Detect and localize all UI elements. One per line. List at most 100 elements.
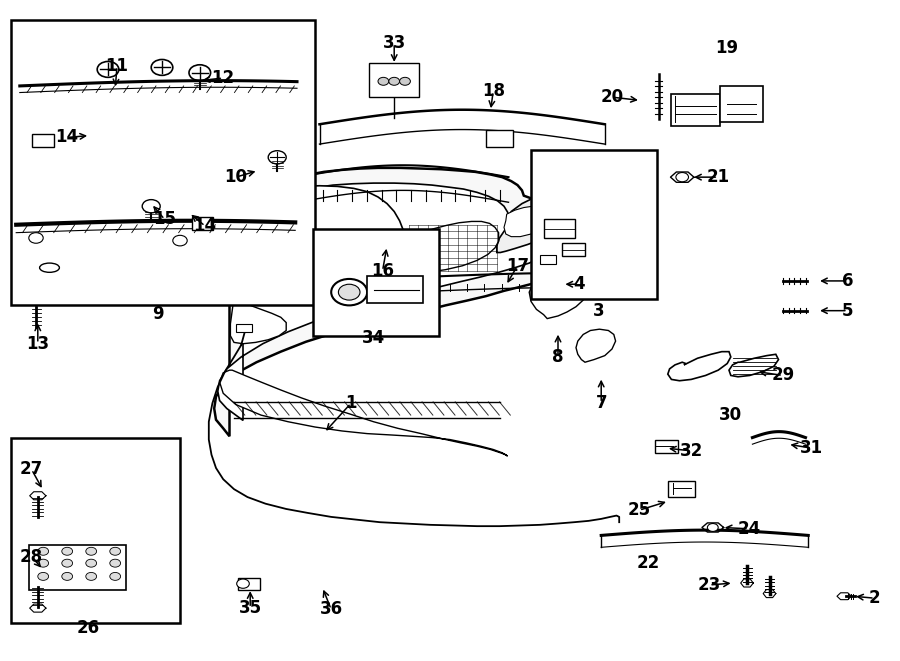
Circle shape xyxy=(271,283,278,288)
Bar xyxy=(32,134,54,147)
Bar xyxy=(29,545,126,590)
Text: 4: 4 xyxy=(573,275,584,293)
Circle shape xyxy=(331,279,367,305)
Bar xyxy=(562,243,585,256)
Circle shape xyxy=(173,235,187,246)
Bar xyxy=(369,63,419,97)
Circle shape xyxy=(397,283,404,288)
Text: 31: 31 xyxy=(800,439,824,457)
Circle shape xyxy=(38,572,49,580)
Circle shape xyxy=(268,151,286,164)
Text: 1: 1 xyxy=(346,394,356,412)
Polygon shape xyxy=(218,183,553,420)
Bar xyxy=(540,255,556,264)
Bar xyxy=(544,219,575,238)
Bar xyxy=(192,217,213,230)
Circle shape xyxy=(110,572,121,580)
Text: 22: 22 xyxy=(636,554,660,572)
Text: 8: 8 xyxy=(553,348,563,366)
Circle shape xyxy=(343,283,350,288)
Circle shape xyxy=(676,173,688,182)
Circle shape xyxy=(29,233,43,243)
Circle shape xyxy=(379,283,386,288)
Text: 29: 29 xyxy=(771,366,795,385)
Text: 26: 26 xyxy=(76,619,100,637)
Circle shape xyxy=(338,284,360,300)
Polygon shape xyxy=(407,221,499,274)
Circle shape xyxy=(253,283,260,288)
Circle shape xyxy=(62,572,73,580)
Text: 23: 23 xyxy=(698,576,721,594)
Bar xyxy=(238,578,260,590)
Text: 6: 6 xyxy=(842,272,853,290)
Text: 21: 21 xyxy=(706,168,730,186)
Text: 14: 14 xyxy=(55,128,78,147)
Text: 15: 15 xyxy=(153,210,176,229)
Text: 10: 10 xyxy=(224,168,248,186)
Text: 25: 25 xyxy=(627,501,651,520)
Text: 13: 13 xyxy=(26,334,50,353)
Text: 12: 12 xyxy=(212,69,235,87)
Text: 11: 11 xyxy=(105,57,129,75)
Text: 30: 30 xyxy=(719,406,742,424)
Circle shape xyxy=(237,579,249,588)
Circle shape xyxy=(86,559,96,567)
Bar xyxy=(668,481,695,497)
Circle shape xyxy=(38,547,49,555)
Circle shape xyxy=(361,283,368,288)
Circle shape xyxy=(378,77,389,85)
Circle shape xyxy=(110,547,121,555)
Polygon shape xyxy=(214,168,605,436)
Text: 28: 28 xyxy=(20,547,43,566)
Text: 14: 14 xyxy=(194,217,217,235)
Circle shape xyxy=(400,77,410,85)
Circle shape xyxy=(189,65,211,81)
Circle shape xyxy=(86,547,96,555)
Circle shape xyxy=(707,524,718,531)
Text: 27: 27 xyxy=(20,460,43,479)
Text: 33: 33 xyxy=(382,34,406,52)
Bar xyxy=(531,150,657,299)
Text: 36: 36 xyxy=(320,600,343,619)
Bar xyxy=(486,130,513,147)
Text: 17: 17 xyxy=(506,256,529,275)
Bar xyxy=(11,438,180,623)
Bar xyxy=(236,324,252,332)
Polygon shape xyxy=(230,297,286,344)
Text: 7: 7 xyxy=(596,394,607,412)
Text: 34: 34 xyxy=(362,329,385,348)
Bar xyxy=(367,276,423,303)
Circle shape xyxy=(307,283,314,288)
Circle shape xyxy=(62,547,73,555)
Text: 18: 18 xyxy=(482,82,505,100)
Bar xyxy=(655,440,678,453)
Polygon shape xyxy=(504,206,547,237)
Circle shape xyxy=(97,61,119,77)
Bar xyxy=(670,94,720,126)
Polygon shape xyxy=(227,186,405,288)
Text: 19: 19 xyxy=(716,38,739,57)
Circle shape xyxy=(289,283,296,288)
Bar xyxy=(720,86,763,122)
Text: 16: 16 xyxy=(371,262,394,280)
Ellipse shape xyxy=(40,263,59,272)
Circle shape xyxy=(389,77,400,85)
Circle shape xyxy=(62,559,73,567)
Text: 32: 32 xyxy=(680,442,703,460)
Circle shape xyxy=(325,283,332,288)
Circle shape xyxy=(151,59,173,75)
Text: 20: 20 xyxy=(600,88,624,106)
Polygon shape xyxy=(497,185,603,253)
Circle shape xyxy=(142,200,160,213)
Bar xyxy=(11,20,315,305)
Polygon shape xyxy=(668,352,731,381)
Text: 24: 24 xyxy=(737,520,760,538)
Circle shape xyxy=(38,559,49,567)
Polygon shape xyxy=(220,370,508,456)
Circle shape xyxy=(110,559,121,567)
Bar xyxy=(313,229,439,336)
Text: 5: 5 xyxy=(842,301,853,320)
Text: 9: 9 xyxy=(152,305,163,323)
Polygon shape xyxy=(576,329,616,362)
Polygon shape xyxy=(529,277,587,319)
